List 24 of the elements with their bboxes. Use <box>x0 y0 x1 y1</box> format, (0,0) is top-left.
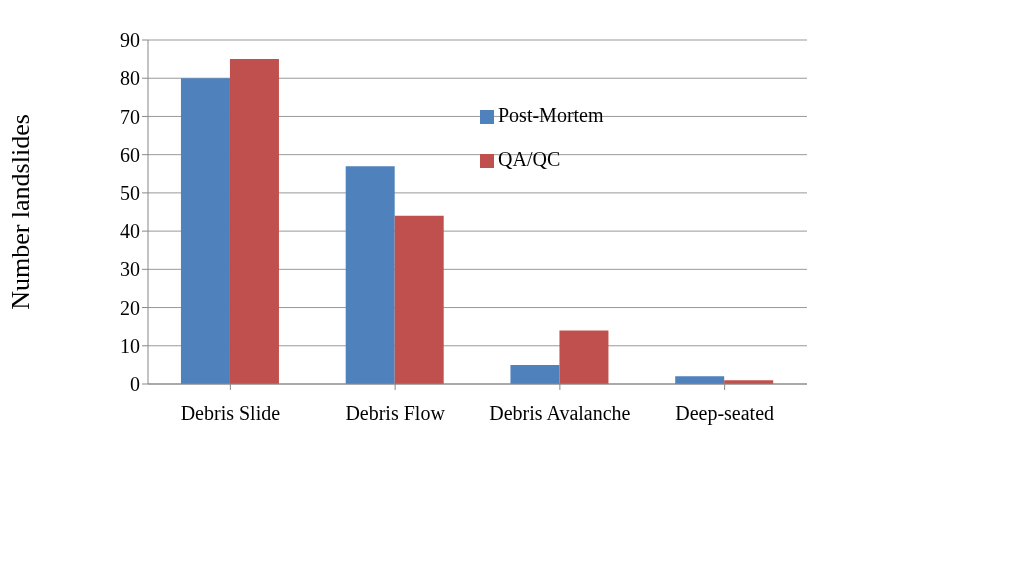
y-tick-label: 50 <box>120 181 140 204</box>
y-tick-label: 10 <box>120 334 140 357</box>
x-tick-label: Deep-seated <box>675 402 775 426</box>
y-tick-label: 30 <box>120 258 140 281</box>
bar <box>559 330 609 384</box>
bar <box>510 364 560 384</box>
y-axis-title: Number landslides <box>6 114 36 310</box>
bar <box>675 376 725 384</box>
bar <box>394 215 444 384</box>
y-tick-label: 0 <box>130 373 140 396</box>
x-tick-label: Debris Slide <box>180 402 281 425</box>
legend-label: Post-Mortem <box>498 104 604 126</box>
legend-label: QA/QC <box>498 148 561 170</box>
bar <box>180 78 230 384</box>
x-tick-label: Debris Flow <box>345 402 446 425</box>
y-tick-label: 70 <box>120 105 140 128</box>
y-tick-label: 40 <box>120 220 140 243</box>
bar <box>229 59 279 384</box>
y-tick-label: 20 <box>120 296 140 319</box>
y-tick-label: 80 <box>120 67 140 90</box>
x-tick-label: Debris Avalanche <box>489 402 631 425</box>
y-tick-label: 60 <box>120 143 140 166</box>
y-tick-label: 90 <box>120 29 140 52</box>
bar <box>345 166 395 384</box>
